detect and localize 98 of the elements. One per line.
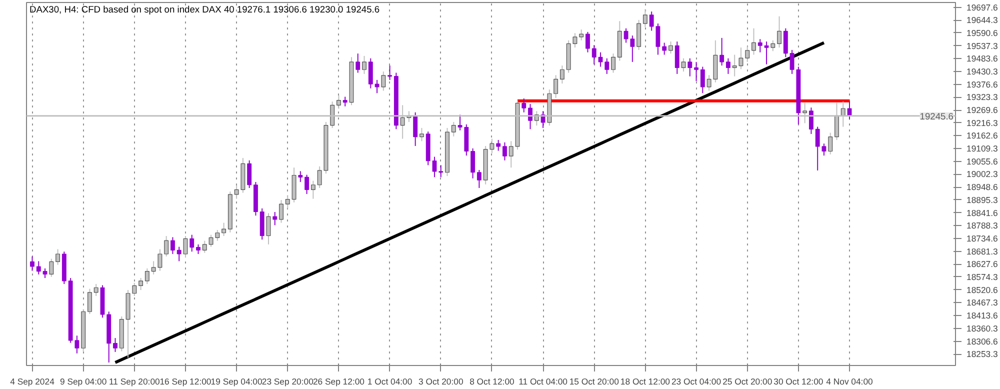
- candlestick: [451, 121, 456, 137]
- candlestick: [381, 71, 386, 92]
- candlestick: [764, 41, 769, 65]
- candlestick: [508, 140, 514, 168]
- y-tick-label: 18306.6: [966, 336, 998, 346]
- x-tick-label: 15 Oct 20:00: [569, 376, 620, 386]
- x-tick-label: 4 Nov 04:00: [826, 376, 874, 386]
- candlestick: [796, 66, 801, 125]
- x-tick-label: 26 Sep 12:00: [312, 376, 365, 386]
- y-tick-label: 18734.6: [966, 234, 998, 244]
- candlestick: [572, 32, 578, 48]
- candlestick: [674, 41, 680, 74]
- candlestick: [170, 236, 175, 255]
- candlestick: [336, 95, 341, 110]
- x-tick-label: 3 Oct 20:00: [418, 376, 464, 386]
- y-tick-label: 19002.3: [966, 169, 998, 180]
- candlestick: [808, 107, 814, 134]
- x-tick-label: 23 Oct 04:00: [671, 376, 722, 386]
- y-tick-label: 18413.6: [966, 310, 998, 321]
- x-tick-label: 23 Sep 20:00: [262, 376, 314, 386]
- y-tick-label: 18574.3: [966, 272, 998, 282]
- candlestick: [394, 72, 398, 130]
- candlestick: [694, 61, 698, 82]
- y-tick-label: 18841.6: [966, 208, 998, 218]
- candlestick: [579, 29, 584, 41]
- candlestick: [36, 260, 41, 275]
- candlestick: [700, 66, 705, 94]
- line-series: [114, 41, 826, 364]
- y-tick-label: 19162.6: [966, 130, 998, 141]
- candlestick: [74, 335, 80, 354]
- y-tick-label: 19483.6: [966, 54, 998, 64]
- candlestick: [292, 167, 296, 203]
- x-tick-label: 18 Oct 12:00: [620, 376, 670, 386]
- candlestick: [388, 65, 392, 80]
- x-tick-label: 16 Sep 12:00: [160, 376, 212, 386]
- y-tick-label: 19590.6: [966, 28, 998, 38]
- y-tick-label: 18253.3: [966, 349, 998, 360]
- candlestick: [298, 170, 303, 182]
- candlestick: [56, 248, 60, 266]
- candlestick: [777, 16, 782, 48]
- y-tick-label: 18520.6: [966, 284, 998, 295]
- y-tick-label: 19376.6: [966, 79, 998, 90]
- candlestick: [260, 208, 264, 240]
- y-tick-label: 19537.3: [966, 40, 998, 51]
- x-tick-label: 19 Sep 04:00: [210, 376, 262, 386]
- candlestick: [668, 41, 673, 54]
- candlestick: [234, 185, 239, 200]
- x-tick-label: 30 Oct 12:00: [774, 376, 824, 386]
- candlestick: [560, 65, 564, 84]
- candlestick: [285, 194, 290, 209]
- y-tick-label: 19055.6: [966, 156, 998, 166]
- candlestick: [126, 290, 130, 358]
- y-tick-label: 18681.3: [966, 246, 998, 256]
- x-tick-label: 9 Sep 04:00: [60, 376, 107, 386]
- candlestick: [240, 157, 246, 194]
- candlestick: [790, 49, 794, 74]
- x-tick-label: 4 Sep 2024: [10, 376, 55, 386]
- x-tick-label: 8 Oct 12:00: [470, 376, 515, 386]
- candlestick: [113, 338, 118, 352]
- x-tick-label: 11 Sep 20:00: [108, 376, 160, 386]
- y-tick-label: 18895.3: [966, 194, 998, 205]
- candlestick: [752, 28, 756, 56]
- y-tick-label: 19697.6: [966, 2, 998, 12]
- x-tick-label: 25 Oct 20:00: [722, 376, 772, 386]
- candlestick: [662, 42, 667, 56]
- y-tick-label: 19323.3: [966, 92, 998, 102]
- candlestick: [94, 284, 98, 297]
- candlestick: [630, 35, 635, 62]
- candlestick: [158, 248, 162, 272]
- y-tick-label: 18627.6: [966, 259, 998, 270]
- candlestick: [30, 256, 34, 272]
- chart-title: DAX30, H4: CFD based on spot on index DAX 40 19276.1 19306.6 19230.0 19245.6: [30, 4, 380, 14]
- candlestick: [176, 246, 182, 262]
- candlestick: [247, 160, 252, 188]
- candlestick: [362, 55, 366, 74]
- y-tick-label: 18788.3: [966, 220, 998, 231]
- candlestick: [649, 11, 654, 32]
- ref-line-label: 19245.6: [920, 111, 954, 122]
- candlestick: [554, 74, 558, 98]
- candlestick: [190, 234, 194, 252]
- candlestick: [483, 145, 488, 185]
- y-tick-label: 19430.3: [966, 66, 998, 76]
- y-tick-label: 19109.3: [966, 144, 998, 154]
- y-tick-label: 19269.6: [966, 105, 998, 116]
- y-tick-label: 18467.3: [966, 298, 998, 308]
- candlestick: [151, 260, 156, 275]
- x-tick-label: 11 Oct 04:00: [518, 376, 568, 386]
- candlestick: [420, 127, 424, 142]
- candlestick: [438, 164, 444, 178]
- y-tick-label: 18948.6: [966, 182, 998, 192]
- candlestick: [522, 98, 526, 113]
- y-tick-label: 19644.3: [966, 15, 998, 26]
- candlestick: [592, 44, 596, 65]
- candlestick: [758, 38, 762, 53]
- x-tick-label: 1 Oct 04:00: [367, 376, 412, 386]
- y-tick-label: 18360.3: [966, 323, 998, 334]
- candlestick: [266, 212, 271, 245]
- y-tick-label: 19216.3: [966, 118, 998, 128]
